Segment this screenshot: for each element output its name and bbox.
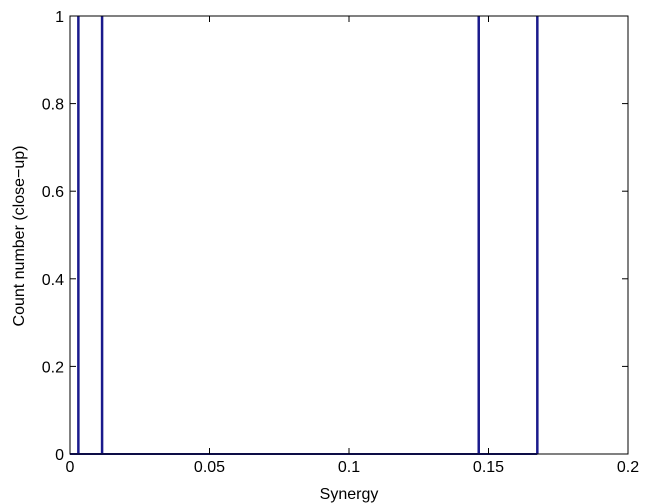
x-tick-label: 0.2 <box>617 459 639 476</box>
y-tick-label: 0.2 <box>42 359 64 376</box>
axes-frame <box>69 15 629 455</box>
x-tick-label: 0 <box>66 459 75 476</box>
plot-area <box>69 15 629 455</box>
y-tick-label: 0.8 <box>42 97 64 114</box>
y-tick-label: 0 <box>55 447 64 464</box>
y-axis: 0 0.2 0.4 0.6 0.8 1 <box>42 9 628 464</box>
x-tick-label: 0.15 <box>473 459 504 476</box>
y-tick-label: 0.6 <box>42 184 64 201</box>
x-axis-label: Synergy <box>320 486 379 503</box>
y-tick-label: 1 <box>55 9 64 26</box>
x-tick-label: 0.1 <box>338 459 360 476</box>
y-tick-label: 0.4 <box>42 272 64 289</box>
x-tick-label: 0.05 <box>194 459 225 476</box>
x-axis: 0 0.05 0.1 0.15 0.2 <box>66 16 639 476</box>
y-axis-label: Count number (close−up) <box>11 146 28 327</box>
